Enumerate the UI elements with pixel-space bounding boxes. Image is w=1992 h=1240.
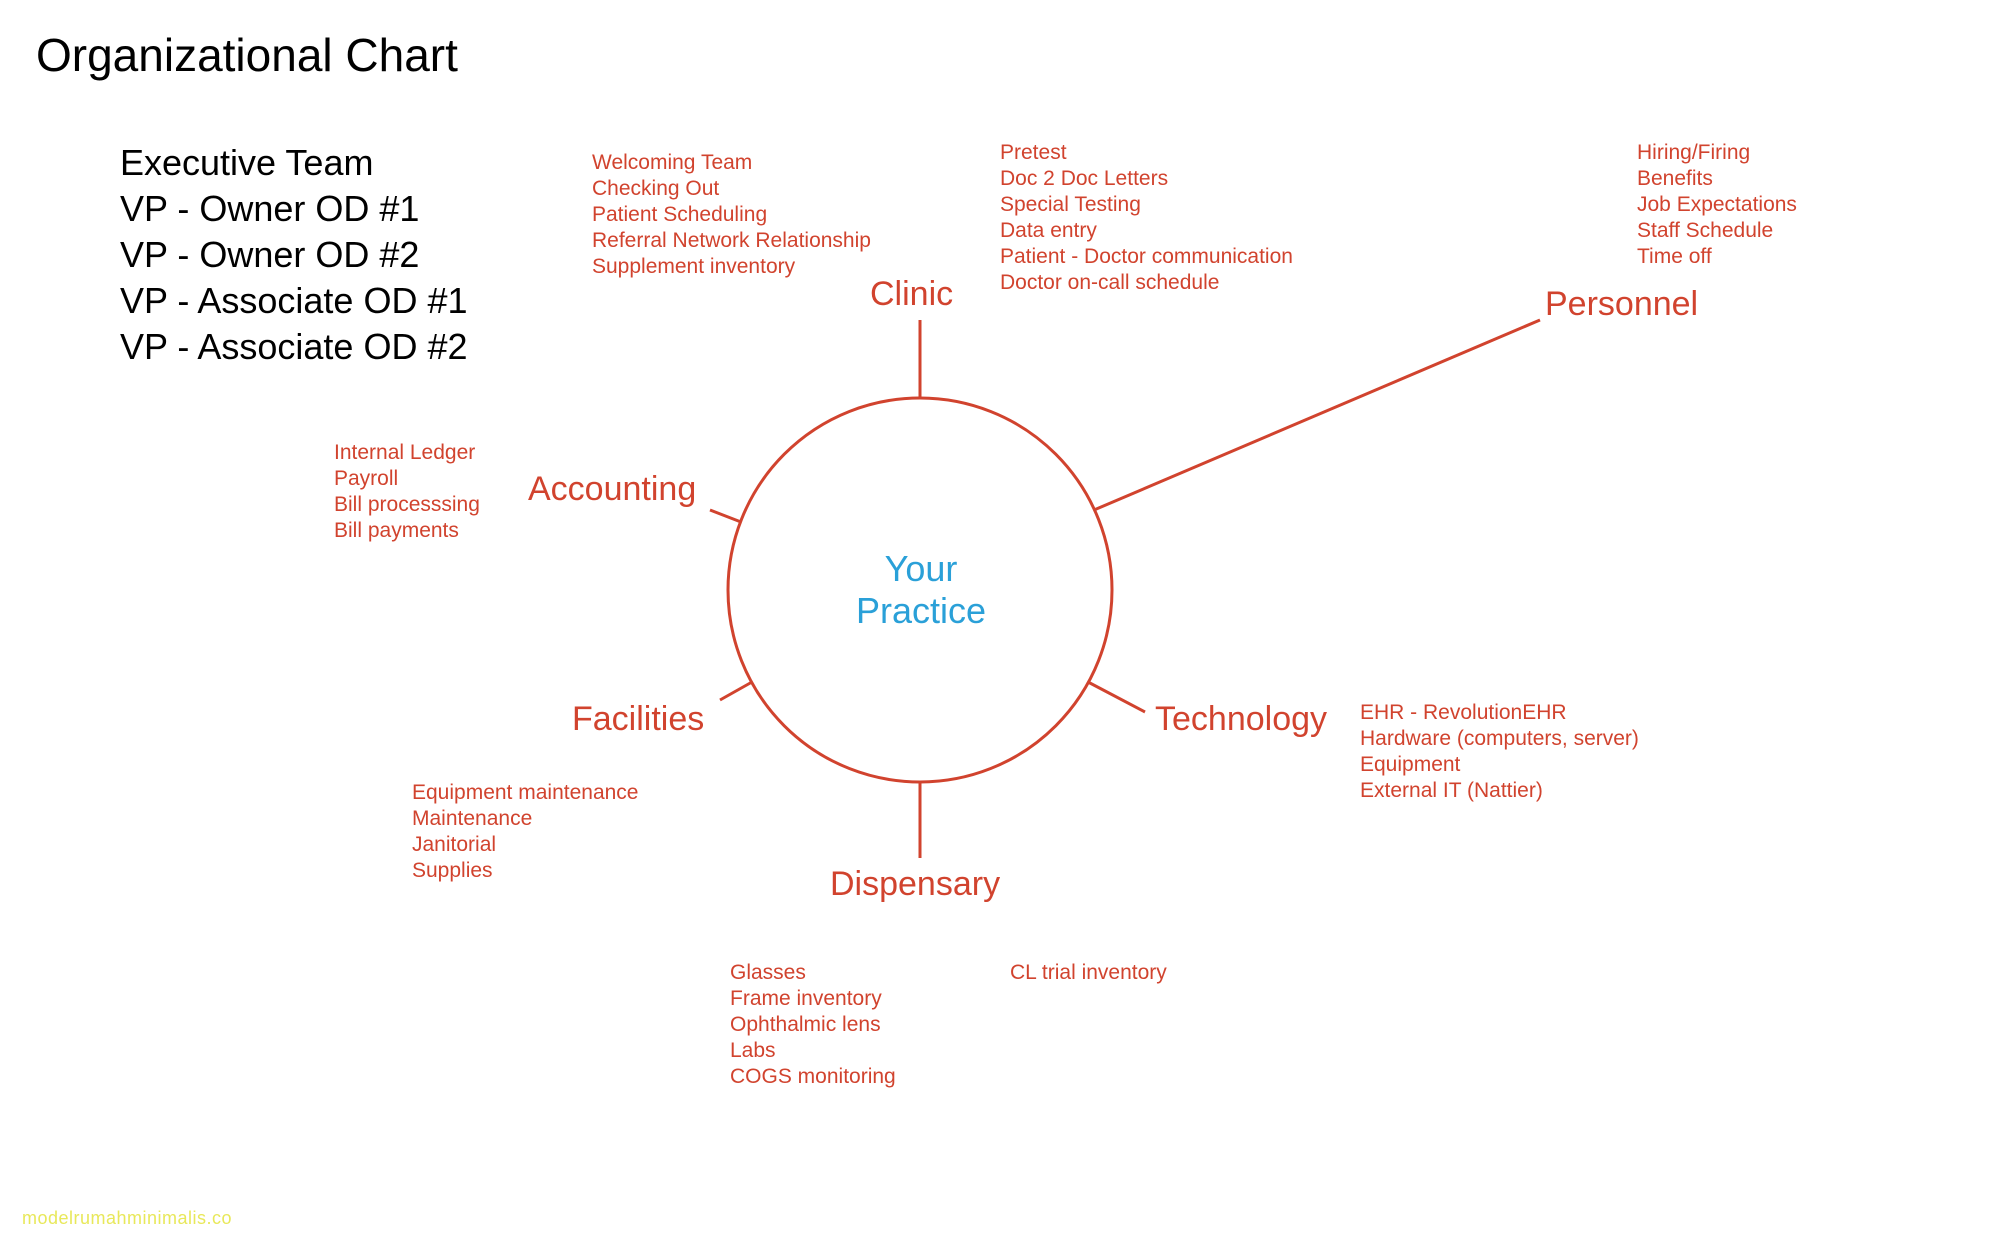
spoke-items2-dispensary: CL trial inventory	[1010, 960, 1167, 986]
spoke-item: External IT (Nattier)	[1360, 778, 1639, 804]
spoke-items-facilities: Equipment maintenanceMaintenanceJanitori…	[412, 780, 638, 884]
spoke-item: Patient - Doctor communication	[1000, 244, 1293, 270]
watermark: modelrumahminimalis.co	[22, 1208, 232, 1229]
spoke-item: Hardware (computers, server)	[1360, 726, 1639, 752]
spoke-items-clinic: PretestDoc 2 Doc LettersSpecial TestingD…	[1000, 140, 1293, 296]
executive-line: Executive Team	[120, 140, 468, 186]
spoke-item: Welcoming Team	[592, 150, 871, 176]
spoke-item: Frame inventory	[730, 986, 896, 1012]
spoke-item: Benefits	[1637, 166, 1797, 192]
spoke-line-accounting	[710, 510, 741, 522]
spoke-item: Special Testing	[1000, 192, 1293, 218]
spoke-item: Ophthalmic lens	[730, 1012, 896, 1038]
spoke-item: Maintenance	[412, 806, 638, 832]
spoke-item: Equipment	[1360, 752, 1639, 778]
spoke-item: Supplement inventory	[592, 254, 871, 280]
spoke-label-personnel: Personnel	[1545, 285, 1698, 324]
spoke-item: Glasses	[730, 960, 896, 986]
spoke-item: COGS monitoring	[730, 1064, 896, 1090]
page-title: Organizational Chart	[36, 28, 458, 82]
spoke-label-facilities: Facilities	[572, 700, 704, 739]
spoke-items2-clinic: Welcoming TeamChecking OutPatient Schedu…	[592, 150, 871, 280]
spoke-line-technology	[1088, 682, 1145, 712]
spoke-label-clinic: Clinic	[870, 275, 953, 314]
spoke-item: Equipment maintenance	[412, 780, 638, 806]
org-chart-canvas: Organizational Chart Executive TeamVP - …	[0, 0, 1992, 1240]
spoke-item: Janitorial	[412, 832, 638, 858]
spoke-items-accounting: Internal LedgerPayrollBill processsingBi…	[334, 440, 480, 544]
spoke-item: Job Expectations	[1637, 192, 1797, 218]
spoke-item: Patient Scheduling	[592, 202, 871, 228]
spoke-line-personnel	[1094, 320, 1540, 510]
spoke-label-accounting: Accounting	[528, 470, 696, 509]
spoke-item: Supplies	[412, 858, 638, 884]
spoke-item: Payroll	[334, 466, 480, 492]
spoke-item: Time off	[1637, 244, 1797, 270]
center-label-line1: Your	[856, 548, 986, 590]
executive-line: VP - Owner OD #2	[120, 232, 468, 278]
spoke-item: Staff Schedule	[1637, 218, 1797, 244]
spoke-item: EHR - RevolutionEHR	[1360, 700, 1639, 726]
spoke-label-technology: Technology	[1155, 700, 1327, 739]
spoke-item: Doc 2 Doc Letters	[1000, 166, 1293, 192]
center-label: Your Practice	[856, 548, 986, 632]
spoke-item: Referral Network Relationship	[592, 228, 871, 254]
executive-line: VP - Associate OD #2	[120, 324, 468, 370]
spoke-items-dispensary: GlassesFrame inventoryOphthalmic lensLab…	[730, 960, 896, 1090]
spoke-items-personnel: Hiring/FiringBenefitsJob ExpectationsSta…	[1637, 140, 1797, 270]
spoke-items-technology: EHR - RevolutionEHRHardware (computers, …	[1360, 700, 1639, 804]
spoke-item: Bill processsing	[334, 492, 480, 518]
spoke-item: Checking Out	[592, 176, 871, 202]
executive-line: VP - Owner OD #1	[120, 186, 468, 232]
spoke-item: Doctor on-call schedule	[1000, 270, 1293, 296]
executive-line: VP - Associate OD #1	[120, 278, 468, 324]
executive-team-list: Executive TeamVP - Owner OD #1VP - Owner…	[120, 140, 468, 370]
spoke-item: CL trial inventory	[1010, 960, 1167, 986]
spoke-item: Internal Ledger	[334, 440, 480, 466]
spoke-item: Bill payments	[334, 518, 480, 544]
spoke-label-dispensary: Dispensary	[830, 865, 1000, 904]
spoke-line-facilities	[720, 682, 752, 700]
spoke-item: Pretest	[1000, 140, 1293, 166]
center-label-line2: Practice	[856, 590, 986, 632]
spoke-item: Hiring/Firing	[1637, 140, 1797, 166]
spoke-item: Labs	[730, 1038, 896, 1064]
spoke-item: Data entry	[1000, 218, 1293, 244]
